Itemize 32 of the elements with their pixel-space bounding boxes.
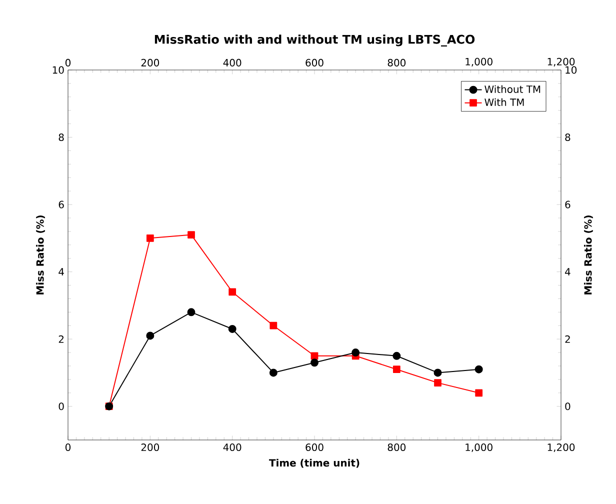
y-tick-label: 4 — [58, 268, 64, 276]
y2-tick-label: 10 — [566, 66, 577, 74]
y-tick-label: 8 — [58, 133, 64, 142]
legend-label: With TM — [484, 98, 524, 106]
y2-axis-title: Miss Ratio (%) — [584, 216, 593, 294]
y-tick-label: 2 — [58, 335, 64, 343]
legend-label: Without TM — [484, 85, 540, 93]
y2-tick-label: 4 — [565, 268, 570, 276]
x2-tick-label: 600 — [306, 58, 324, 66]
y-tick-label: 10 — [52, 66, 64, 74]
x-tick-label: 1,200 — [548, 443, 575, 452]
y2-tick-label: 2 — [565, 335, 570, 343]
x-tick-label: 0 — [65, 443, 71, 452]
x-tick-label: 800 — [388, 443, 406, 452]
y2-tick-label: 6 — [565, 200, 570, 208]
x2-tick-label: 200 — [141, 58, 160, 66]
x-tick-label: 200 — [141, 443, 160, 452]
y-tick-label: 6 — [58, 200, 64, 208]
chart-title: MissRatio with and without TM using LBTS_ACO — [154, 34, 475, 46]
x2-tick-label: 400 — [223, 58, 242, 66]
x2-tick-label: 800 — [388, 58, 406, 66]
y-axis-title: Miss Ratio (%) — [36, 216, 45, 294]
x-tick-label: 600 — [306, 443, 324, 452]
x-axis-title: Time (time unit) — [269, 458, 360, 468]
x-tick-label: 1,000 — [466, 443, 492, 452]
y-tick-label: 0 — [58, 402, 64, 410]
x-tick-label: 400 — [223, 443, 242, 452]
x2-tick-label: 1,000 — [466, 58, 492, 66]
x2-tick-label: 1,200 — [548, 58, 575, 66]
y2-tick-label: 0 — [565, 402, 570, 410]
x2-tick-label: 0 — [65, 58, 71, 66]
y2-tick-label: 8 — [565, 133, 570, 142]
